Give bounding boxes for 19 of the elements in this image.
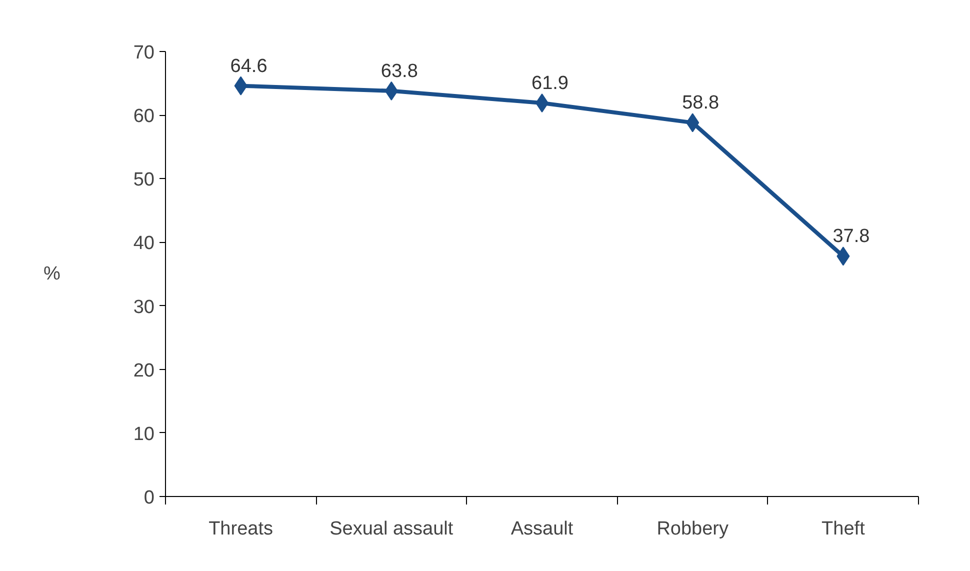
y-tick-label: 10 (133, 424, 155, 445)
y-axis-title: % (43, 264, 60, 284)
x-tick-label: Threats (208, 518, 274, 540)
y-tick-label: 30 (133, 296, 155, 318)
y-tick-label: 70 (133, 42, 155, 64)
y-tick-label: 60 (133, 106, 155, 128)
y-tick-label: 0 (144, 488, 155, 508)
data-label: 58.8 (682, 92, 720, 114)
data-label: 61.9 (532, 72, 568, 94)
x-tick-label: Theft (822, 518, 866, 540)
data-label: 64.6 (230, 56, 268, 77)
y-tick-label: 50 (133, 170, 155, 191)
x-tick-label: Sexual assault (330, 518, 454, 540)
y-tick-label: 40 (133, 233, 155, 254)
data-label: 63.8 (380, 60, 418, 82)
x-tick-label: Assault (510, 518, 574, 540)
data-label: 37.8 (832, 226, 870, 248)
y-tick-label: 20 (133, 360, 155, 382)
x-tick-label: Robbery (656, 518, 730, 540)
